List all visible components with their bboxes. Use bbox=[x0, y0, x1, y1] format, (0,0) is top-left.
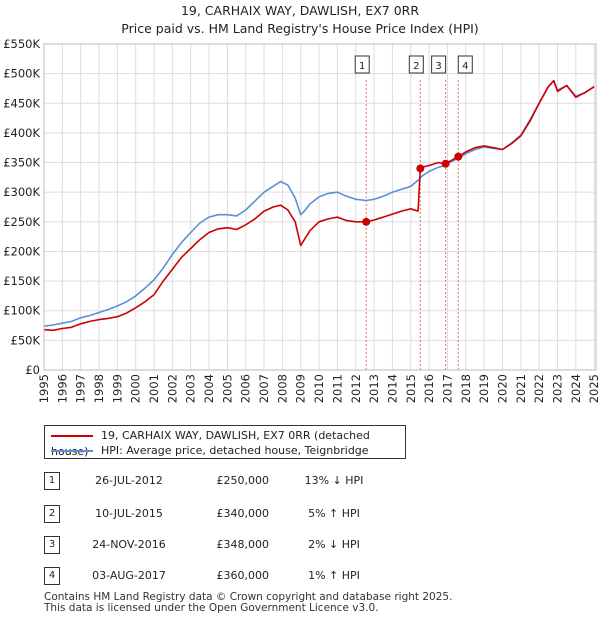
x-tick-label: 2004 bbox=[202, 374, 216, 403]
x-tick-label: 2021 bbox=[514, 374, 528, 403]
sale-number-badge: 2 bbox=[44, 505, 60, 523]
sale-point bbox=[454, 152, 463, 161]
x-tick-label: 2000 bbox=[129, 374, 143, 403]
sale-marker-box bbox=[354, 55, 370, 74]
sale-date: 10-JUL-2015 bbox=[95, 507, 163, 520]
footer-licence: This data is licensed under the Open Gov… bbox=[44, 602, 379, 614]
y-tick-label: £250K bbox=[3, 215, 40, 229]
y-tick-label: £400K bbox=[3, 126, 40, 140]
x-tick-label: 1995 bbox=[37, 374, 51, 403]
y-tick-label: £350K bbox=[3, 156, 40, 170]
price-chart: 19, CARHAIX WAY, DAWLISH, EX7 0RR Price … bbox=[3, 3, 600, 403]
chart-title: 19, CARHAIX WAY, DAWLISH, EX7 0RR bbox=[181, 3, 419, 18]
legend-label-property: 19, CARHAIX WAY, DAWLISH, EX7 0RR (detac… bbox=[51, 429, 370, 458]
sale-hpi-change: 2% ↓ HPI bbox=[308, 538, 360, 551]
x-tick-label: 2020 bbox=[495, 374, 509, 403]
y-tick-label: £0 bbox=[25, 363, 40, 377]
x-tick-label: 2008 bbox=[275, 374, 289, 403]
price-series-line bbox=[43, 79, 595, 332]
sale-date: 24-NOV-2016 bbox=[92, 538, 166, 551]
x-tick-label: 2017 bbox=[440, 374, 454, 403]
y-tick-label: £300K bbox=[3, 185, 40, 199]
sale-number-badge: 1 bbox=[44, 472, 60, 490]
sale-date: 26-JUL-2012 bbox=[95, 474, 163, 487]
x-tick-label: 2023 bbox=[550, 374, 564, 403]
x-tick-label: 2018 bbox=[459, 374, 473, 403]
y-tick-label: £500K bbox=[3, 67, 40, 81]
chart-legend: 19, CARHAIX WAY, DAWLISH, EX7 0RR (detac… bbox=[44, 425, 406, 459]
sale-row: 4 03-AUG-2017 £360,000 1% ↑ HPI bbox=[44, 567, 404, 587]
legend-item-hpi: HPI: Average price, detached house, Teig… bbox=[51, 443, 369, 459]
x-tick-label: 2006 bbox=[239, 374, 253, 403]
sale-date: 03-AUG-2017 bbox=[92, 569, 166, 582]
sale-point bbox=[416, 164, 425, 173]
x-tick-label: 2024 bbox=[569, 374, 583, 403]
legend-item-property: 19, CARHAIX WAY, DAWLISH, EX7 0RR (detac… bbox=[51, 428, 405, 458]
legend-label-hpi: HPI: Average price, detached house, Teig… bbox=[101, 444, 369, 457]
x-tick-label: 1996 bbox=[55, 374, 69, 403]
x-tick-label: 2025 bbox=[587, 374, 600, 403]
x-tick-label: 2016 bbox=[422, 374, 436, 403]
y-tick-label: £200K bbox=[3, 244, 40, 258]
sale-number-badge: 4 bbox=[44, 567, 60, 585]
plot-area bbox=[44, 44, 596, 370]
sale-marker-label: 2 bbox=[413, 61, 419, 72]
plot-border bbox=[43, 43, 597, 371]
x-tick-label: 2009 bbox=[294, 374, 308, 403]
sale-hpi-change: 1% ↑ HPI bbox=[308, 569, 360, 582]
sale-point bbox=[362, 217, 371, 226]
chart-subtitle: Price paid vs. HM Land Registry's House … bbox=[121, 21, 478, 36]
x-tick-label: 2005 bbox=[220, 374, 234, 403]
x-tick-label: 2022 bbox=[532, 374, 546, 403]
y-tick-label: £450K bbox=[3, 96, 40, 110]
sale-marker-label: 4 bbox=[462, 61, 468, 72]
x-tick-label: 2014 bbox=[385, 374, 399, 403]
sale-marker-box bbox=[431, 55, 447, 74]
x-tick-label: 2003 bbox=[184, 374, 198, 403]
sale-row: 3 24-NOV-2016 £348,000 2% ↓ HPI bbox=[44, 536, 404, 556]
x-tick-label: 2015 bbox=[404, 374, 418, 403]
y-tick-label: £550K bbox=[3, 37, 40, 51]
sale-marker-label: 3 bbox=[435, 61, 441, 72]
legend-swatch-property bbox=[51, 435, 93, 437]
sale-price: £250,000 bbox=[216, 474, 270, 487]
sale-number-badge: 3 bbox=[44, 536, 60, 554]
footer-copyright: Contains HM Land Registry data © Crown c… bbox=[44, 591, 453, 603]
y-tick-label: £150K bbox=[3, 274, 40, 288]
x-tick-label: 2011 bbox=[330, 374, 344, 403]
x-tick-label: 2001 bbox=[147, 374, 161, 403]
sale-marker-box bbox=[408, 55, 424, 74]
x-tick-label: 2002 bbox=[165, 374, 179, 403]
x-tick-label: 1997 bbox=[74, 374, 88, 403]
sale-price: £360,000 bbox=[216, 569, 270, 582]
sale-row: 2 10-JUL-2015 £340,000 5% ↑ HPI bbox=[44, 505, 404, 525]
y-tick-label: £50K bbox=[11, 333, 41, 347]
x-tick-label: 2019 bbox=[477, 374, 491, 403]
sale-marker-label: 1 bbox=[359, 61, 365, 72]
sale-point bbox=[441, 159, 450, 168]
sale-hpi-change: 13% ↓ HPI bbox=[304, 474, 364, 487]
x-tick-label: 2013 bbox=[367, 374, 381, 403]
sale-hpi-change: 5% ↑ HPI bbox=[308, 507, 360, 520]
legend-swatch-hpi bbox=[51, 450, 93, 452]
x-tick-label: 1999 bbox=[110, 374, 124, 403]
sale-price: £340,000 bbox=[216, 507, 270, 520]
sale-row: 1 26-JUL-2012 £250,000 13% ↓ HPI bbox=[44, 472, 404, 492]
y-tick-label: £100K bbox=[3, 304, 40, 318]
x-tick-label: 2012 bbox=[349, 374, 363, 403]
x-tick-label: 1998 bbox=[92, 374, 106, 403]
sale-marker-box bbox=[457, 55, 473, 74]
x-tick-label: 2010 bbox=[312, 374, 326, 403]
sale-price: £348,000 bbox=[216, 538, 270, 551]
footer-attribution: Contains HM Land Registry data © Crown c… bbox=[44, 592, 452, 614]
x-tick-label: 2007 bbox=[257, 374, 271, 403]
